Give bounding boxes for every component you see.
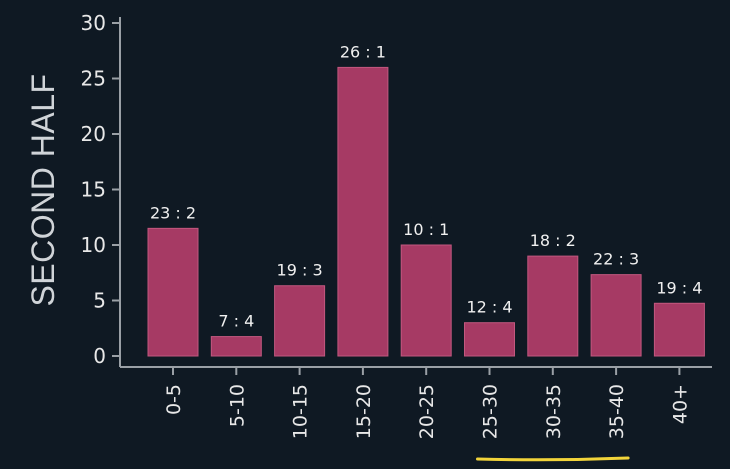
highlight-underline-mark [476,456,630,462]
bar-data-label: 22 : 3 [593,250,639,269]
y-tick-label: 0 [93,344,106,368]
x-tick-label: 20-25 [416,384,438,439]
data-labels: 23 : 2 7 : 4 19 : 3 26 : 1 10 : 1 12 : 4 18 : … [150,42,703,330]
x-tick-label: 25-30 [480,384,502,439]
bar-20-25 [400,244,452,357]
bar-35-40 [590,274,642,357]
bar-data-label: 10 : 1 [403,220,449,239]
bar-data-label: 23 : 2 [150,203,196,222]
bar-5-10 [210,336,262,357]
bar-data-label: 7 : 4 [218,312,254,331]
y-axis: 0 5 10 15 20 25 30 [81,11,121,368]
bar-0-5 [147,227,199,357]
x-tick-label: 15-20 [353,384,375,439]
bar-15-20 [337,66,389,357]
x-tick-label: 10-15 [290,384,312,439]
bar-data-label: 19 : 4 [656,278,702,297]
x-axis: 0-5 5-10 10-15 15-20 20-25 25-30 30-35 35-40 40+ [120,366,712,439]
bar-data-label: 18 : 2 [530,231,576,250]
bar-10-15 [274,285,326,357]
bar-40+ [653,302,705,357]
y-tick-label: 10 [81,233,106,257]
x-tick-label: 40+ [669,384,691,424]
x-tick-label: 30-35 [543,384,565,439]
y-tick-label: 15 [81,178,106,202]
y-tick-label: 20 [81,122,106,146]
bar-25-30 [464,322,515,357]
x-tick-label: 35-40 [606,384,628,439]
x-tick-label: 0-5 [163,384,185,415]
bar-data-label: 19 : 3 [277,261,323,280]
bars [147,66,705,357]
bar-data-label: 12 : 4 [466,298,512,317]
y-tick-label: 5 [93,289,106,313]
y-tick-label: 30 [81,11,106,35]
highlight-underline [476,456,630,462]
y-tick-label: 25 [81,67,106,91]
x-tick-label: 5-10 [226,384,248,427]
bar-30-35 [527,255,579,357]
y-axis-title: SECOND HALF [25,73,61,306]
bar-data-label: 26 : 1 [340,42,386,61]
